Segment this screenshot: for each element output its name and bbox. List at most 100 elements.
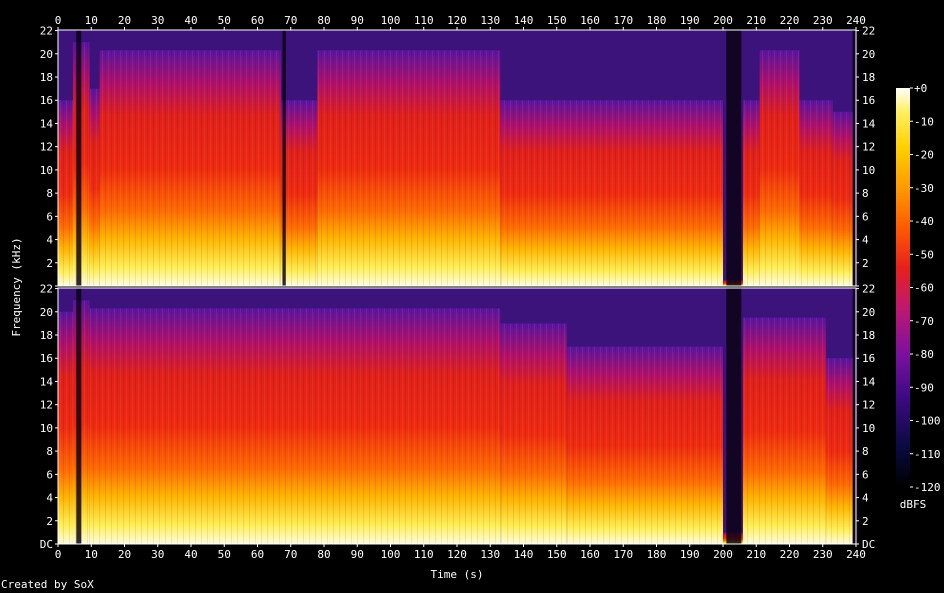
y-tick-label-left: 16 <box>40 94 53 107</box>
spectrogram-texture <box>500 100 723 287</box>
y-tick-label-left: 8 <box>46 187 53 200</box>
x-tick-label-bottom: 10 <box>85 548 98 561</box>
y-tick-label-right: 10 <box>862 164 875 177</box>
colorbar-tick-label: -80 <box>914 348 934 361</box>
y-tick-label-left: 2 <box>46 257 53 270</box>
x-tick-label-top: 80 <box>317 14 330 27</box>
y-tick-label-left: DC <box>40 538 53 551</box>
x-tick-label-bottom: 170 <box>613 548 633 561</box>
y-tick-label-right: 4 <box>862 234 869 247</box>
x-tick-label-top: 180 <box>647 14 667 27</box>
x-tick-label-bottom: 210 <box>746 548 766 561</box>
y-tick-label-left: 14 <box>40 117 54 130</box>
colorbar-tick-label: -120 <box>914 481 941 494</box>
silent-gap <box>726 30 742 286</box>
y-tick-label-left: 6 <box>46 210 53 223</box>
x-tick-label-top: 90 <box>351 14 364 27</box>
spectrogram-texture <box>566 346 723 544</box>
x-tick-label-bottom: 30 <box>151 548 164 561</box>
colorbar <box>896 88 910 487</box>
y-axis-label: Frequency (kHz) <box>10 237 23 336</box>
y-tick-label-left: 22 <box>40 283 53 296</box>
x-tick-label-bottom: 100 <box>381 548 401 561</box>
x-tick-label-bottom: 200 <box>713 548 733 561</box>
colorbar-tick-label: -100 <box>914 415 941 428</box>
y-tick-label-left: 20 <box>40 48 53 61</box>
x-tick-label-bottom: 50 <box>218 548 231 561</box>
x-tick-label-bottom: 0 <box>55 548 62 561</box>
x-tick-label-top: 200 <box>713 14 733 27</box>
x-tick-label-bottom: 110 <box>414 548 434 561</box>
colorbar-tick-label: -20 <box>914 149 934 162</box>
colorbar-tick-label: -110 <box>914 448 941 461</box>
x-tick-label-top: 70 <box>284 14 297 27</box>
spectrogram-texture <box>742 100 760 287</box>
x-tick-label-top: 170 <box>613 14 633 27</box>
x-tick-label-bottom: 220 <box>780 548 800 561</box>
spectrogram-texture <box>58 100 73 287</box>
x-tick-label-bottom: 150 <box>547 548 567 561</box>
x-tick-label-bottom: 20 <box>118 548 131 561</box>
y-tick-label-left: 12 <box>40 141 53 154</box>
y-tick-label-left: 16 <box>40 352 53 365</box>
sox-credit: Created by SoX <box>1 578 94 591</box>
spectrogram-texture <box>832 111 853 286</box>
x-tick-label-bottom: 190 <box>680 548 700 561</box>
y-tick-label-left: 12 <box>40 399 53 412</box>
spectrogram-texture <box>826 358 853 544</box>
y-tick-label-right: 12 <box>862 141 875 154</box>
x-tick-label-bottom: 80 <box>317 548 330 561</box>
y-tick-label-right: 14 <box>862 375 876 388</box>
y-tick-label-left: 18 <box>40 71 53 84</box>
y-tick-label-right: 22 <box>862 25 875 38</box>
y-tick-label-left: 4 <box>46 234 53 247</box>
x-tick-label-top: 130 <box>480 14 500 27</box>
y-tick-label-left: 2 <box>46 515 53 528</box>
colorbar-tick-label: -30 <box>914 182 934 195</box>
silent-gap <box>726 288 742 544</box>
x-tick-label-bottom: 230 <box>813 548 833 561</box>
spectrogram-texture <box>89 308 501 544</box>
colorbar-tick-label: -90 <box>914 381 934 394</box>
colorbar-tick-label: -50 <box>914 248 934 261</box>
spectrogram-texture <box>280 100 318 287</box>
x-tick-label-bottom: 140 <box>514 548 534 561</box>
y-tick-label-right: 8 <box>862 187 869 200</box>
y-tick-label-left: 4 <box>46 492 53 505</box>
x-tick-label-top: 100 <box>381 14 401 27</box>
x-tick-label-top: 160 <box>580 14 600 27</box>
silent-gap <box>76 30 82 286</box>
spectrogram-texture <box>742 317 827 544</box>
x-tick-label-top: 120 <box>447 14 467 27</box>
y-tick-label-right: 18 <box>862 329 875 342</box>
x-tick-label-top: 230 <box>813 14 833 27</box>
y-tick-label-left: 8 <box>46 445 53 458</box>
x-tick-label-bottom: 70 <box>284 548 297 561</box>
x-tick-label-top: 30 <box>151 14 164 27</box>
colorbar-tick-label: -40 <box>914 215 934 228</box>
x-tick-label-bottom: 180 <box>647 548 667 561</box>
y-tick-label-right: DC <box>862 538 875 551</box>
x-tick-label-top: 50 <box>218 14 231 27</box>
x-tick-label-bottom: 60 <box>251 548 264 561</box>
x-tick-label-top: 20 <box>118 14 131 27</box>
y-tick-label-right: 6 <box>862 468 869 481</box>
colorbar-tick-label: -70 <box>914 315 934 328</box>
y-tick-label-left: 14 <box>40 375 54 388</box>
y-tick-label-right: 8 <box>862 445 869 458</box>
silent-gap <box>76 288 82 544</box>
y-tick-label-right: 2 <box>862 257 869 270</box>
x-tick-label-top: 40 <box>184 14 197 27</box>
spectrogram-texture <box>799 100 833 287</box>
x-tick-label-top: 10 <box>85 14 98 27</box>
x-tick-label-top: 60 <box>251 14 264 27</box>
y-tick-label-left: 6 <box>46 468 53 481</box>
y-tick-label-right: 2 <box>862 515 869 528</box>
x-tick-label-top: 140 <box>514 14 534 27</box>
spectrogram-texture <box>317 50 501 286</box>
x-tick-label-top: 240 <box>846 14 866 27</box>
y-tick-label-right: 18 <box>862 71 875 84</box>
y-tick-label-right: 22 <box>862 283 875 296</box>
x-tick-label-top: 210 <box>746 14 766 27</box>
